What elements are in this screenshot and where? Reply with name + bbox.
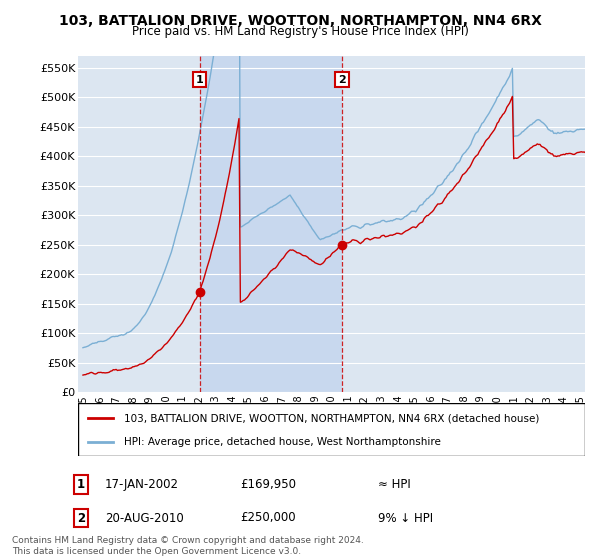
Text: £169,950: £169,950 [240,478,296,491]
Text: HPI: Average price, detached house, West Northamptonshire: HPI: Average price, detached house, West… [124,436,440,446]
FancyBboxPatch shape [78,403,585,456]
Text: Price paid vs. HM Land Registry's House Price Index (HPI): Price paid vs. HM Land Registry's House … [131,25,469,38]
Text: 17-JAN-2002: 17-JAN-2002 [105,478,179,491]
Text: 9% ↓ HPI: 9% ↓ HPI [378,511,433,525]
Text: £250,000: £250,000 [240,511,296,525]
Text: 2: 2 [77,511,85,525]
Text: 20-AUG-2010: 20-AUG-2010 [105,511,184,525]
Text: 103, BATTALION DRIVE, WOOTTON, NORTHAMPTON, NN4 6RX (detached house): 103, BATTALION DRIVE, WOOTTON, NORTHAMPT… [124,413,539,423]
Text: 1: 1 [77,478,85,491]
Text: 103, BATTALION DRIVE, WOOTTON, NORTHAMPTON, NN4 6RX: 103, BATTALION DRIVE, WOOTTON, NORTHAMPT… [59,14,541,28]
Text: 1: 1 [196,74,203,85]
Text: ≈ HPI: ≈ HPI [378,478,411,491]
Text: 2: 2 [338,74,346,85]
Bar [200,56,342,392]
Text: Contains HM Land Registry data © Crown copyright and database right 2024.
This d: Contains HM Land Registry data © Crown c… [12,536,364,556]
